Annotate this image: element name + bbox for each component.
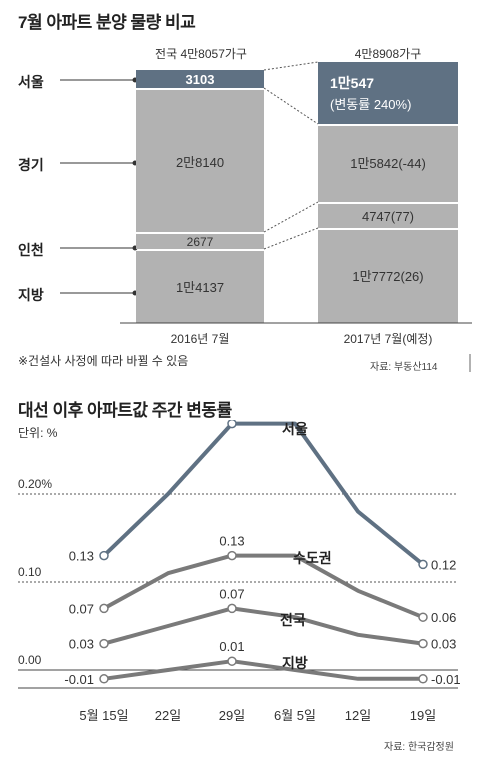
value-2016-incheon: 2677 [187,235,214,249]
series-0-end-label: 0.12 [431,557,456,572]
x-tick-label-5: 19일 [410,708,436,723]
bar-2017-gyeonggi [318,126,458,202]
series-2-end-label: 0.03 [431,637,456,652]
value-2016-seoul: 3103 [186,72,215,87]
series-1-point-2 [227,550,237,561]
category-2016: 2016년 7월 [171,332,230,346]
bar-total-2016: 전국 4만8057가구 [155,47,247,61]
series-3-point-0 [99,674,109,684]
value-2017-seoul: 1만547 [330,75,374,91]
series-1-name: 수도권 [293,550,332,566]
y-tick-label-2: 0.00 [18,653,42,667]
region-label-gyeonggi: 경기 [18,157,44,173]
y-tick-label-1: 0.10 [18,565,42,579]
line-chart: 0.20%0.100.00 0.130.280.12서울0.070.130.06… [18,420,461,723]
series-3-start-label: -0.01 [64,672,94,687]
series-line-2 [103,606,424,646]
bar-2017-seoul [318,62,458,124]
series-1-end-label: 0.06 [431,610,456,625]
series-2-point-0 [99,638,109,649]
bar-chart-title: 7월 아파트 분양 물량 비교 [18,13,196,32]
bar-connectors [263,61,319,324]
series-0-point-5 [418,559,428,570]
series-2-point-5 [418,638,428,649]
series-0-point-2 [227,420,237,429]
region-label-jibang: 지방 [18,287,44,303]
series-3-name: 지방 [282,655,308,671]
category-2017: 2017년 7월(예정) [344,332,433,346]
value-2016-jibang: 1만4137 [176,280,224,295]
x-tick-labels: 5월 15일 22일 29일 6월 5일 12일 19일 [79,708,436,723]
value-2017-seoul-change: (변동률 240%) [330,97,411,112]
series-0-start-label: 0.13 [69,549,94,564]
bar-chart-note: ※건설사 사정에 따라 바뀔 수 있음 [18,354,189,368]
series-1-start-label: 0.07 [69,601,94,616]
series-2-peak-label: 0.07 [219,586,244,601]
bar-2016-jibang [136,251,264,323]
series-1-peak-label: 0.13 [219,534,244,549]
bar-2016-gyeonggi [136,90,264,232]
line-chart-unit: 단위: % [18,426,58,440]
bar-total-2017: 4만8908가구 [354,47,422,61]
value-2017-incheon: 4747(77) [362,209,414,224]
value-2016-gyeonggi: 2만8140 [176,155,224,170]
x-tick-label-3: 6월 5일 [274,708,316,723]
y-tick-label-0: 0.20% [18,477,52,491]
series-0-point-0 [99,550,109,561]
x-tick-label-2: 29일 [219,708,245,723]
region-label-incheon: 인천 [18,242,44,258]
series-line-0 [102,421,425,566]
line-chart-source: 자료: 한국감정원 [384,742,454,753]
bar-2017-incheon [318,204,458,228]
bar-2016-incheon [136,234,264,249]
grid-lines: 0.20% 0.10 0.00 [18,477,458,689]
series-2-start-label: 0.03 [69,637,94,652]
series-line-1 [103,553,424,620]
value-2017-jibang: 1만7772(26) [352,269,423,284]
series-lines [102,421,425,681]
value-2017-gyeonggi: 1만5842(-44) [350,156,426,171]
series-3-point-2 [227,656,237,666]
x-tick-label-4: 12일 [345,708,371,723]
bar-2017-jibang [318,230,458,323]
bar-2016-seoul [136,70,264,88]
series-3-end-label: -0.01 [431,672,461,687]
x-tick-label-0: 5월 15일 [79,708,128,723]
series-line-3 [103,659,423,681]
series-labels: 0.130.280.12서울0.070.130.06수도권0.030.070.0… [64,421,461,687]
series-3-peak-label: 0.01 [219,639,244,654]
line-chart-title: 대선 이후 아파트값 주간 변동률 [18,401,232,420]
series-0-name: 서울 [282,421,308,437]
bar-chart-source: 자료: 부동산114 [370,362,438,373]
x-tick-label-1: 22일 [155,708,181,723]
region-label-seoul: 서울 [18,74,44,90]
series-2-point-2 [227,603,237,614]
series-2-name: 전국 [280,612,306,628]
series-3-point-5 [418,674,428,684]
series-1-point-5 [418,612,428,622]
region-leaders [60,77,138,296]
series-points [99,420,428,684]
series-1-point-0 [99,603,109,614]
stacked-bar-chart: 3103 2만8140 2677 1만4137 1만547 (변동률 240%)… [60,61,472,372]
